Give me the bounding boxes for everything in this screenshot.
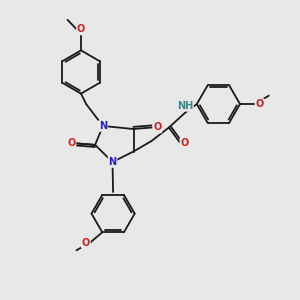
Text: O: O xyxy=(82,238,90,248)
Text: O: O xyxy=(180,138,189,148)
Text: NH: NH xyxy=(177,101,193,111)
Text: N: N xyxy=(108,157,117,167)
Text: O: O xyxy=(153,122,161,133)
Text: N: N xyxy=(99,121,107,131)
Text: O: O xyxy=(67,138,76,148)
Text: O: O xyxy=(77,24,85,34)
Text: O: O xyxy=(255,99,264,109)
